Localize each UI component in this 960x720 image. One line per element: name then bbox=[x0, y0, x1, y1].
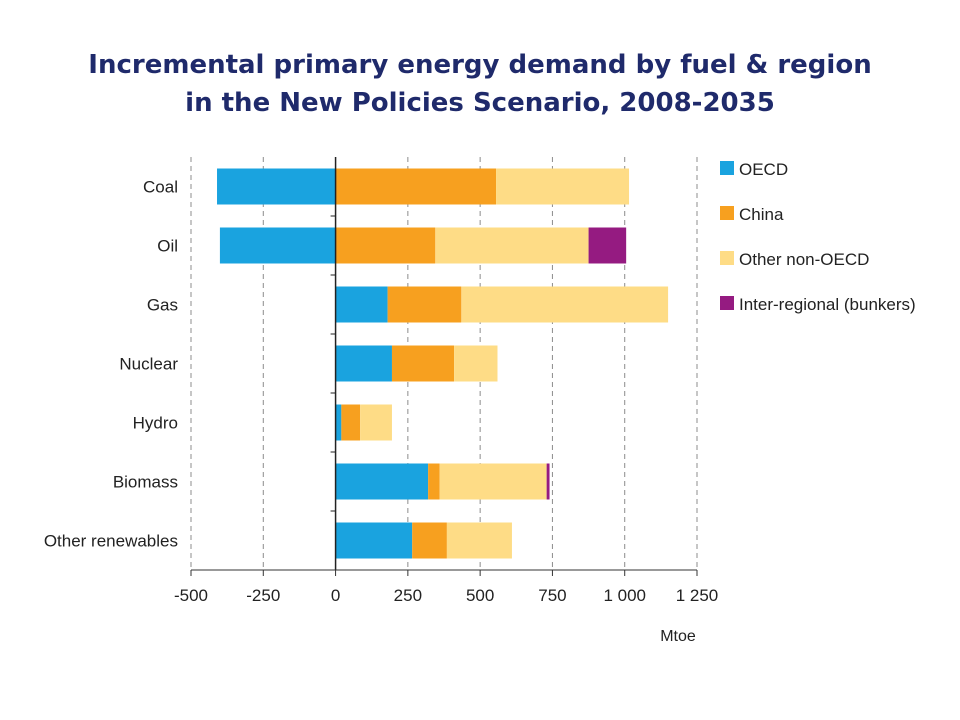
x-tick-label: 1 250 bbox=[676, 586, 719, 605]
legend: OECD China Other non-OECD Inter-regional (b… bbox=[720, 160, 916, 314]
legend-label: Other non-OECD bbox=[739, 250, 869, 269]
bar-segment bbox=[335, 522, 413, 559]
bar-segment bbox=[335, 345, 392, 382]
bar-segment bbox=[217, 168, 336, 205]
y-category-label: Coal bbox=[143, 178, 178, 197]
legend-swatch bbox=[720, 161, 734, 175]
x-tick-label: -250 bbox=[246, 586, 280, 605]
labels: -500 -250 0 250 500 750 1 000 1 250 Coal Oil Gas Nu… bbox=[44, 178, 718, 646]
bar-segment bbox=[546, 463, 550, 500]
bar-segment bbox=[335, 227, 436, 264]
x-tick-label: 1 000 bbox=[603, 586, 646, 605]
bar-segment bbox=[360, 404, 392, 441]
chart-title-line-1: Incremental primary energy demand by fue… bbox=[88, 50, 872, 80]
bar-segment bbox=[335, 463, 429, 500]
bar-segment bbox=[335, 168, 497, 205]
bar-segment bbox=[588, 227, 627, 264]
bar-segment bbox=[219, 227, 336, 264]
x-tick-label: -500 bbox=[174, 586, 208, 605]
x-axis-label: Mtoe bbox=[660, 628, 696, 645]
bar-segment bbox=[435, 227, 589, 264]
legend-label: China bbox=[739, 205, 784, 224]
y-category-label: Gas bbox=[147, 296, 178, 315]
x-tick-label: 250 bbox=[394, 586, 422, 605]
y-category-label: Nuclear bbox=[119, 355, 178, 374]
legend-label: Inter-regional (bunkers) bbox=[739, 295, 916, 314]
chart-title: Incremental primary energy demand by fue… bbox=[0, 46, 960, 122]
axes bbox=[190, 157, 698, 576]
x-tick-label: 0 bbox=[331, 586, 340, 605]
legend-swatch bbox=[720, 251, 734, 265]
bar-segment bbox=[412, 522, 447, 559]
legend-label: OECD bbox=[739, 160, 788, 179]
bar-segment bbox=[335, 404, 342, 441]
bar-segment bbox=[439, 463, 547, 500]
bar-segment bbox=[341, 404, 361, 441]
y-category-label: Hydro bbox=[133, 414, 178, 433]
legend-swatch bbox=[720, 206, 734, 220]
x-tick-label: 750 bbox=[538, 586, 566, 605]
legend-swatch bbox=[720, 296, 734, 310]
bars bbox=[217, 168, 669, 559]
bar-segment bbox=[335, 286, 388, 323]
y-category-label: Other renewables bbox=[44, 532, 178, 551]
bar-segment bbox=[446, 522, 512, 559]
bar-segment bbox=[461, 286, 669, 323]
y-category-label: Biomass bbox=[113, 473, 178, 492]
bar-segment bbox=[454, 345, 498, 382]
bar-segment bbox=[387, 286, 462, 323]
bar-segment bbox=[496, 168, 630, 205]
grid-lines bbox=[190, 157, 698, 570]
bar-segment bbox=[428, 463, 440, 500]
y-category-label: Oil bbox=[157, 237, 178, 256]
x-tick-label: 500 bbox=[466, 586, 494, 605]
chart-title-line-2: in the New Policies Scenario, 2008-2035 bbox=[185, 88, 775, 118]
bar-segment bbox=[391, 345, 455, 382]
